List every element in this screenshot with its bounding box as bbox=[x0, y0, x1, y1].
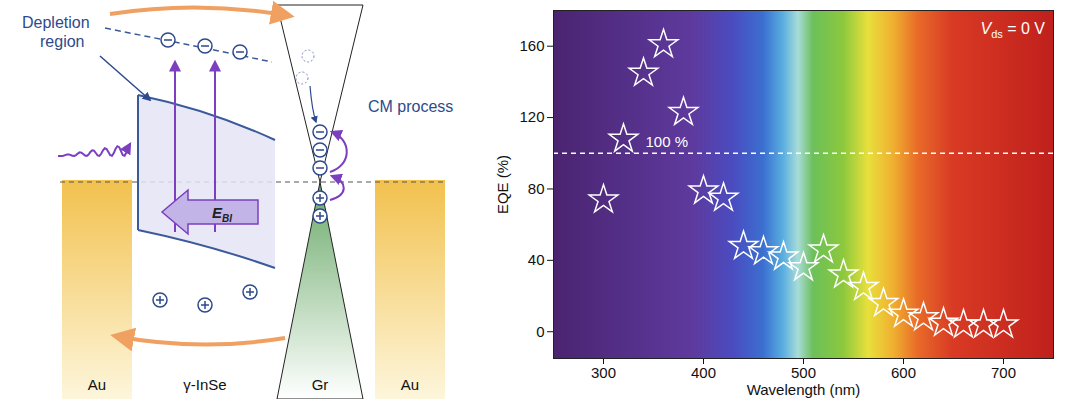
svg-text:100 %: 100 % bbox=[646, 133, 689, 150]
svg-text:500: 500 bbox=[791, 364, 816, 381]
svg-text:EBI: EBI bbox=[212, 204, 232, 224]
svg-text:160: 160 bbox=[519, 37, 544, 54]
svg-text:40: 40 bbox=[528, 251, 545, 268]
svg-text:CM process: CM process bbox=[368, 98, 453, 115]
svg-text:0: 0 bbox=[536, 323, 544, 340]
svg-text:700: 700 bbox=[991, 364, 1016, 381]
svg-text:Gr: Gr bbox=[312, 376, 329, 393]
svg-text:120: 120 bbox=[519, 108, 544, 125]
svg-text:600: 600 bbox=[891, 364, 916, 381]
svg-text:Vds = 0 V: Vds = 0 V bbox=[980, 20, 1045, 40]
svg-text:Wavelength (nm): Wavelength (nm) bbox=[747, 381, 861, 398]
svg-text:300: 300 bbox=[591, 364, 616, 381]
svg-text:Au: Au bbox=[401, 376, 419, 393]
svg-text:Depletionregion: Depletionregion bbox=[22, 14, 90, 50]
svg-text:80: 80 bbox=[528, 180, 545, 197]
svg-text:400: 400 bbox=[691, 364, 716, 381]
svg-text:Au: Au bbox=[88, 376, 106, 393]
svg-text:EQE (%): EQE (%) bbox=[494, 155, 511, 214]
svg-text:γ-InSe: γ-InSe bbox=[183, 376, 226, 393]
